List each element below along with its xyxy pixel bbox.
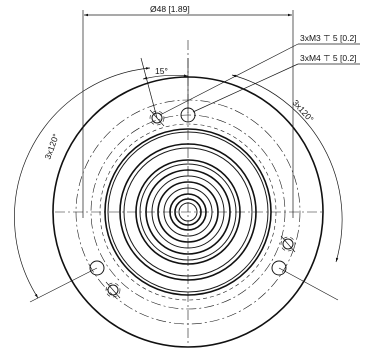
angle-120-left-arc [14,67,151,299]
angle-120-right-arc [231,74,343,263]
hole-crosses [105,109,296,299]
thread-m4-label: 3xM4 ⊤ 5 [0.2] [300,53,357,63]
center-hub [174,198,202,226]
angle-120-right-label: 3x120° [291,98,316,124]
hole-leader-lines [29,267,339,303]
diameter-label: Ø48 [1.89] [150,4,190,14]
angle-15-label: 15° [155,66,168,76]
center-lines [55,40,322,346]
thread-m3-label: 3xM3 ⊤ 5 [0.2] [300,33,357,43]
angle-120-left-label: 3x120° [42,132,60,160]
